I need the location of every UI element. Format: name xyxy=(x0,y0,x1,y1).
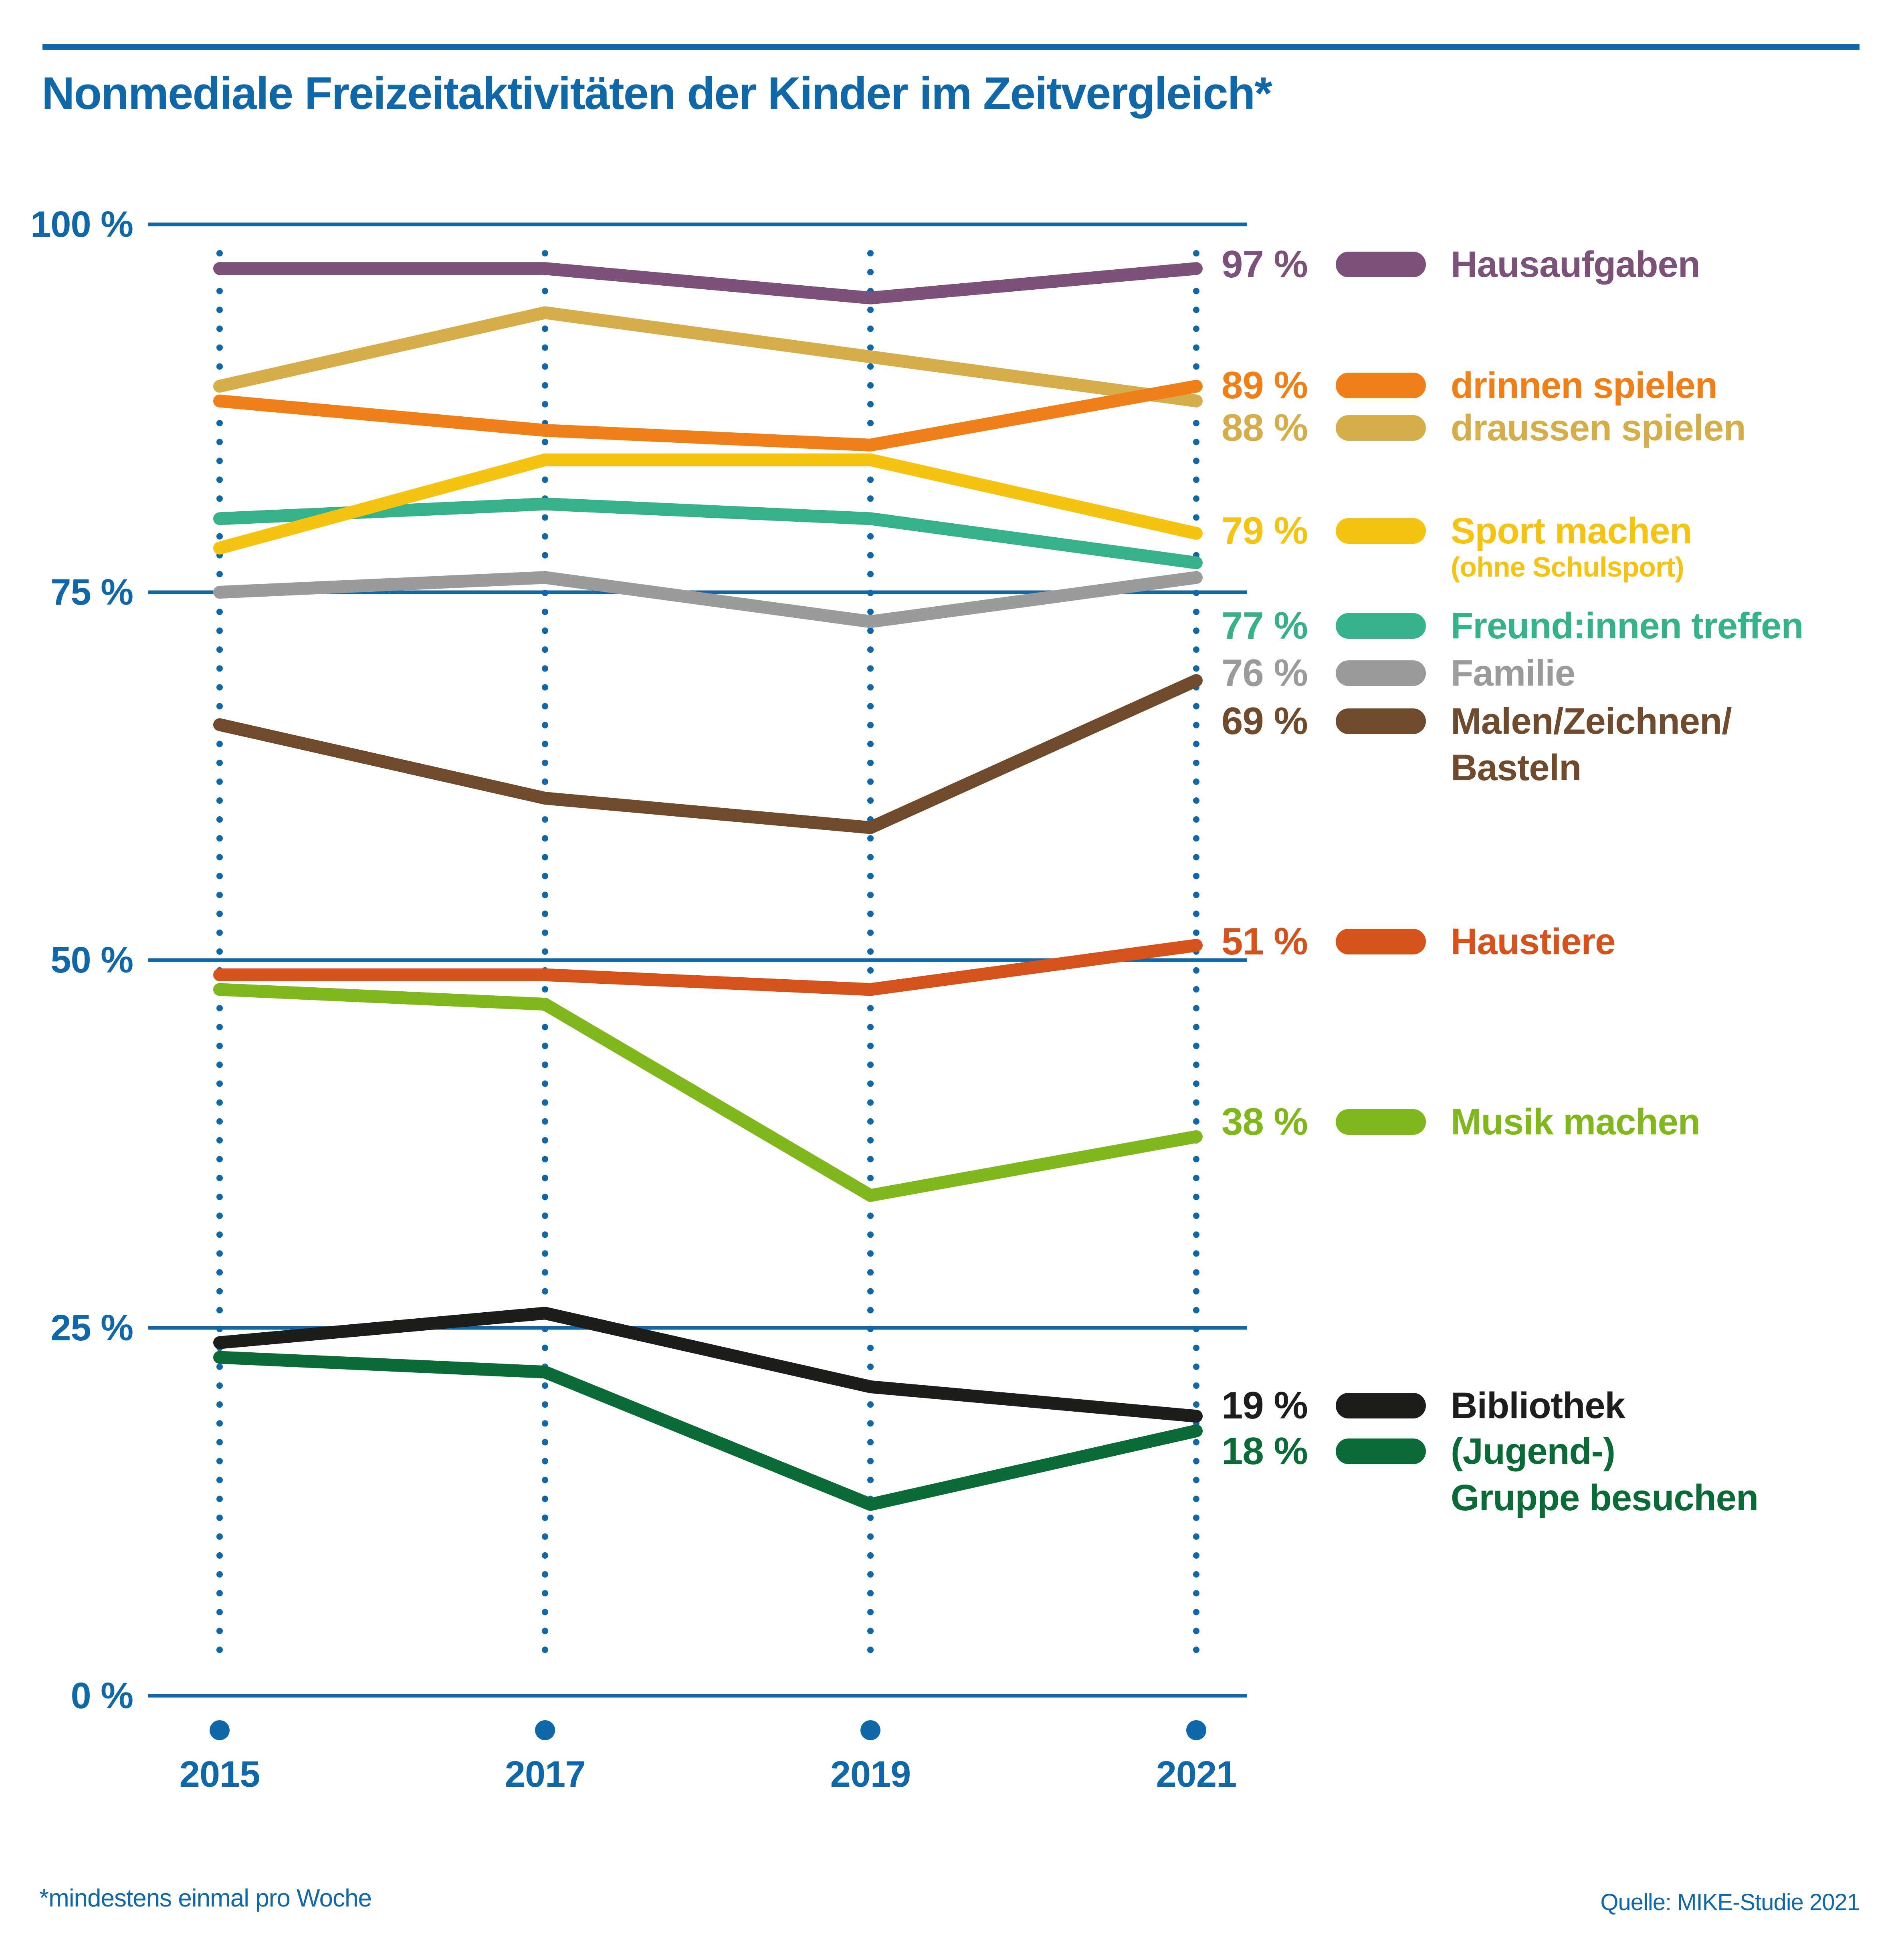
legend-row-familie: 76 % Familie xyxy=(1222,648,1903,699)
legend-label: Sport machen xyxy=(1451,510,1692,551)
legend-swatch xyxy=(1336,613,1426,639)
legend-swatch xyxy=(1336,373,1426,398)
y-axis-label-50: 50 % xyxy=(50,939,133,981)
y-axis-label-0: 0 % xyxy=(71,1675,133,1716)
legend-label: Musik machen xyxy=(1451,1101,1700,1142)
x-axis-label-2017: 2017 xyxy=(505,1753,586,1795)
series-line-bibliothek xyxy=(213,1307,1203,1423)
series-line-hausaufgaben xyxy=(213,262,1203,305)
legend-row-freundinnen-treffen: 77 % Freund:innen treffen xyxy=(1222,600,1903,652)
legend-row-bibliothek: 19 % Bibliothek xyxy=(1222,1380,1903,1431)
legend-row-malen-zeichnen-basteln: 69 % Malen/Zeichnen/ Basteln xyxy=(1222,696,1903,788)
legend-swatch xyxy=(1336,252,1426,277)
legend-swatch xyxy=(1336,415,1426,441)
value-label: 97 % xyxy=(1222,243,1308,286)
legend-swatch xyxy=(1336,660,1426,686)
legend-swatch xyxy=(1336,1438,1426,1464)
legend-label: Malen/Zeichnen/ xyxy=(1451,700,1732,742)
series-line--jugend-gruppe-besuchen xyxy=(213,1351,1203,1511)
x-axis-label-2015: 2015 xyxy=(179,1753,260,1795)
legend-label: draussen spielen xyxy=(1451,407,1746,448)
legend-sublabel: (ohne Schulsport) xyxy=(1451,551,1684,583)
legend-label-line2: Gruppe besuchen xyxy=(1451,1477,1759,1518)
value-label: 89 % xyxy=(1222,364,1308,407)
series-line-haustiere xyxy=(213,939,1203,996)
value-label: 38 % xyxy=(1222,1100,1308,1143)
series-line-freund-innen-treffen xyxy=(213,497,1203,569)
legend-label-line2: Basteln xyxy=(1451,747,1581,788)
series-line-draussen-spielen xyxy=(213,306,1203,408)
series-line-malen-zeichnen-basteln xyxy=(213,674,1203,834)
value-label: 77 % xyxy=(1222,604,1308,647)
legend-label: drinnen spielen xyxy=(1451,365,1718,406)
legend-row-musik-machen: 38 % Musik machen xyxy=(1222,1096,1903,1148)
page-title: Nonmediale Freizeitaktivitäten der Kinde… xyxy=(42,68,1272,119)
year-marker-dot-2019 xyxy=(860,1720,880,1740)
value-label: 76 % xyxy=(1222,652,1308,694)
x-axis-label-2021: 2021 xyxy=(1156,1753,1237,1795)
legend-label: Freund:innen treffen xyxy=(1451,605,1804,646)
legend-swatch xyxy=(1336,1393,1426,1418)
legend-label: Haustiere xyxy=(1451,921,1615,962)
legend-row-hausaufgaben: 97 % Hausaufgaben xyxy=(1222,239,1903,290)
legend-row-sport-machen: 79 % Sport machen (ohne Schulsport) xyxy=(1222,505,1903,583)
footnote: *mindestens einmal pro Woche xyxy=(39,1884,372,1912)
value-label: 18 % xyxy=(1222,1430,1308,1473)
y-axis-label-75: 75 % xyxy=(50,571,133,613)
legend-row-jugendgruppe: 18 % (Jugend-) Gruppe besuchen xyxy=(1222,1426,1903,1518)
legend-swatch xyxy=(1336,1109,1426,1135)
value-label: 69 % xyxy=(1222,700,1308,742)
legend-swatch xyxy=(1336,518,1426,544)
source-credit: Quelle: MIKE-Studie 2021 xyxy=(1600,1889,1860,1915)
legend-label: (Jugend-) xyxy=(1451,1430,1615,1472)
series-line-sport-machen-ohne-schulsport- xyxy=(213,453,1203,555)
legend-label: Familie xyxy=(1451,652,1575,694)
series-line-musik-machen xyxy=(213,983,1203,1202)
value-label: 19 % xyxy=(1222,1384,1308,1427)
value-label: 88 % xyxy=(1222,406,1308,449)
series-line-familie xyxy=(213,571,1203,628)
series-line-drinnen-spielen xyxy=(213,379,1203,452)
value-label: 51 % xyxy=(1222,920,1308,963)
y-axis-label-25: 25 % xyxy=(50,1307,133,1348)
legend-label: Hausaufgaben xyxy=(1451,244,1700,285)
title-top-rule xyxy=(42,44,1860,50)
value-label: 79 % xyxy=(1222,509,1308,552)
legend-swatch xyxy=(1336,929,1426,954)
legend-row-draussen-spielen: 88 % draussen spielen xyxy=(1222,402,1903,454)
year-marker-dot-2015 xyxy=(210,1720,230,1740)
legend-row-haustiere: 51 % Haustiere xyxy=(1222,916,1903,967)
x-axis-label-2019: 2019 xyxy=(830,1753,911,1795)
year-marker-dot-2017 xyxy=(535,1720,555,1740)
legend-row-drinnen-spielen: 89 % drinnen spielen xyxy=(1222,360,1903,411)
legend-swatch xyxy=(1336,708,1426,734)
y-axis-label-100: 100 % xyxy=(30,204,133,245)
year-marker-dot-2021 xyxy=(1186,1720,1206,1740)
legend-label: Bibliothek xyxy=(1451,1385,1625,1426)
